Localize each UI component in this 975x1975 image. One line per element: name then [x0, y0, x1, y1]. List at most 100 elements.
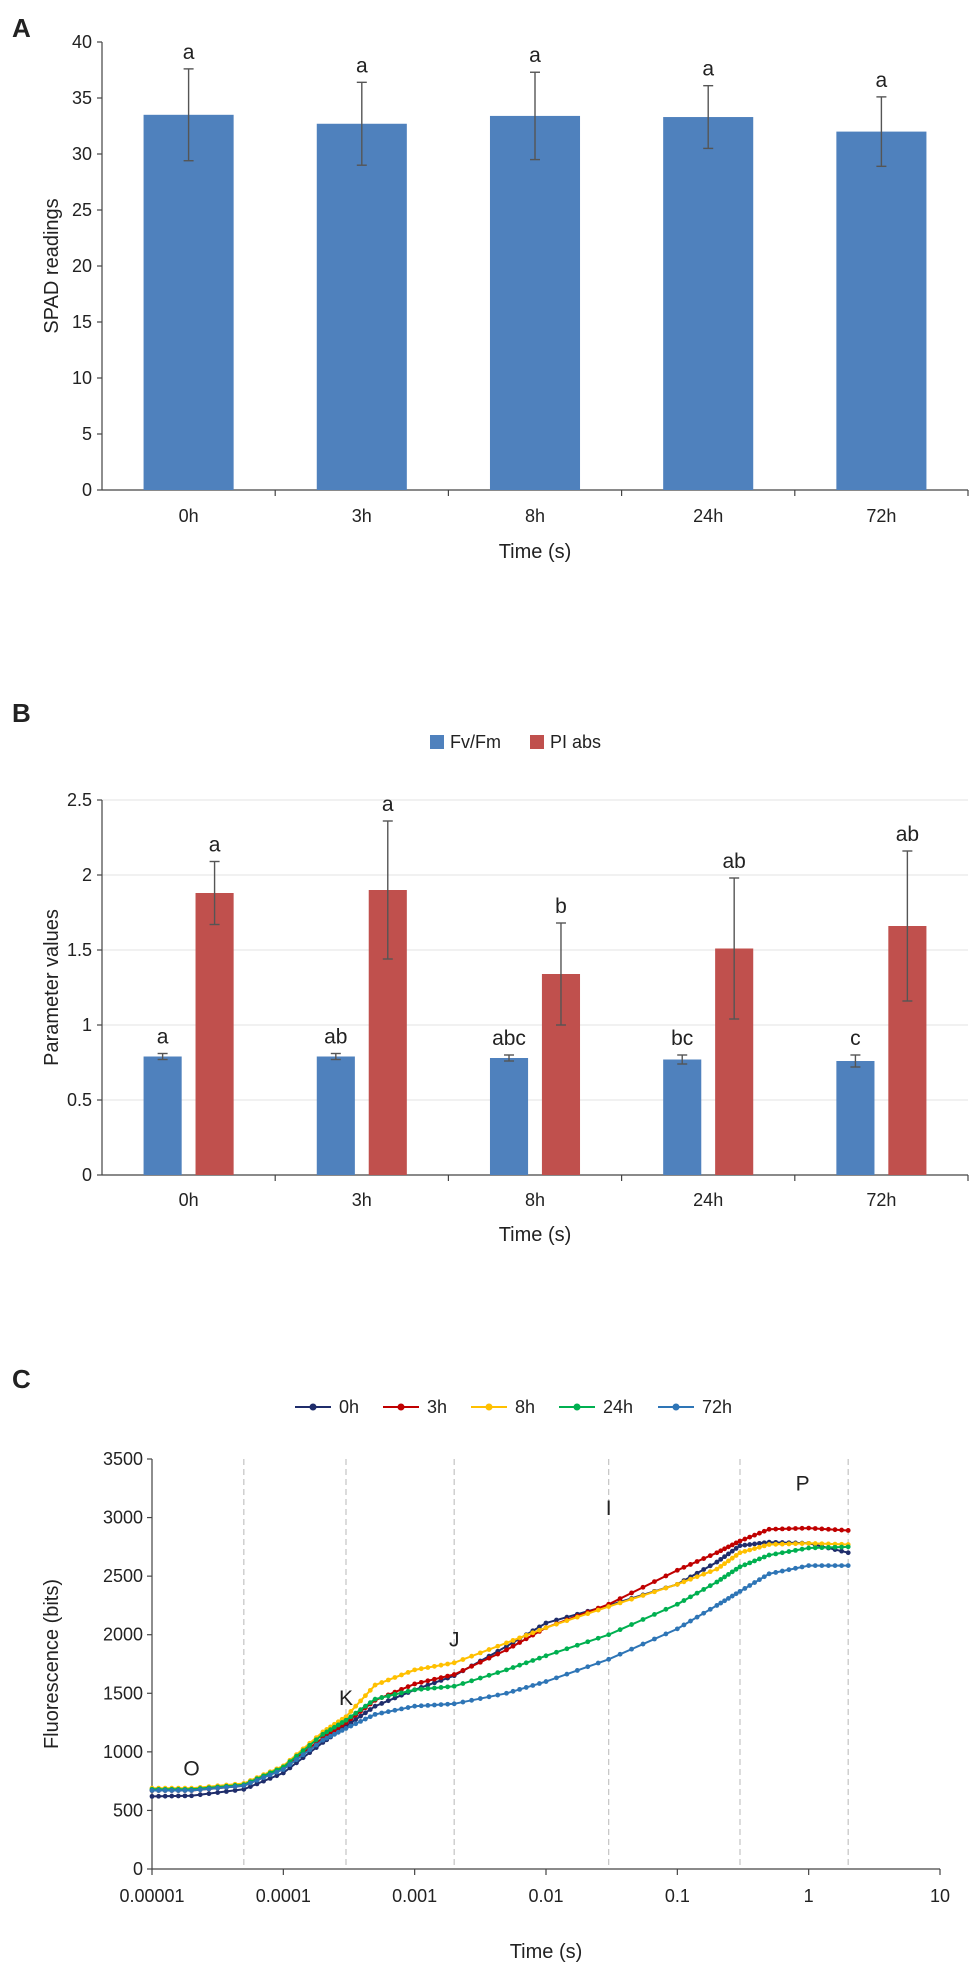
data-point — [718, 1600, 724, 1606]
data-point — [504, 1640, 509, 1646]
data-point — [335, 1722, 341, 1728]
data-point — [469, 1663, 475, 1669]
data-point — [477, 1659, 483, 1665]
data-point — [206, 1786, 212, 1792]
data-point — [726, 1558, 731, 1564]
data-point — [812, 1541, 818, 1546]
series-line-0h — [151, 1541, 849, 1798]
data-point — [714, 1566, 720, 1572]
data-point — [261, 1778, 266, 1784]
data-point — [747, 1542, 753, 1547]
data-point — [445, 1701, 451, 1707]
data-point — [737, 1588, 743, 1594]
data-point — [812, 1545, 818, 1551]
panel-label-b: B — [12, 698, 31, 728]
series-line-8h — [152, 1542, 849, 1790]
data-point — [379, 1680, 385, 1685]
data-point — [247, 1784, 253, 1790]
data-point — [707, 1569, 713, 1575]
data-point — [206, 1791, 212, 1797]
data-point — [845, 1550, 851, 1556]
data-point — [742, 1562, 748, 1568]
data-point — [757, 1577, 762, 1583]
data-point — [799, 1564, 805, 1570]
data-point — [694, 1574, 700, 1580]
data-point — [629, 1590, 634, 1596]
bar-spad — [836, 131, 927, 490]
y-tick-label: 500 — [113, 1800, 143, 1820]
data-point — [353, 1717, 359, 1722]
data-point — [714, 1559, 720, 1565]
data-point — [425, 1686, 431, 1691]
data-point — [486, 1647, 492, 1652]
data-point — [495, 1670, 501, 1675]
x-tick-label: 72h — [866, 1190, 896, 1210]
data-point — [510, 1637, 516, 1643]
data-point — [169, 1793, 175, 1799]
data-point — [385, 1698, 391, 1704]
data-point — [372, 1682, 378, 1688]
data-point — [469, 1697, 475, 1703]
data-point — [412, 1681, 418, 1687]
data-point — [451, 1672, 457, 1677]
data-point — [313, 1737, 319, 1743]
bar-spad — [316, 123, 407, 490]
y-tick-label: 5 — [82, 424, 92, 444]
data-point — [674, 1601, 680, 1607]
data-point — [726, 1551, 731, 1557]
data-point — [460, 1681, 466, 1686]
data-point — [517, 1635, 523, 1641]
significance-label: ab — [324, 1026, 347, 1049]
data-point — [517, 1662, 523, 1668]
data-point — [517, 1640, 523, 1645]
data-point — [839, 1563, 845, 1568]
data-point — [701, 1556, 707, 1561]
data-point — [530, 1630, 536, 1636]
data-point — [747, 1534, 753, 1540]
data-point — [438, 1685, 444, 1690]
data-point — [348, 1723, 354, 1729]
data-point — [215, 1790, 221, 1795]
data-point — [495, 1651, 501, 1657]
data-point — [701, 1610, 707, 1616]
data-point — [826, 1526, 831, 1532]
data-point — [267, 1776, 273, 1781]
data-point — [761, 1543, 767, 1549]
data-point — [694, 1590, 700, 1596]
data-point — [757, 1540, 762, 1546]
data-point — [412, 1703, 418, 1709]
data-point — [353, 1710, 359, 1716]
data-point — [343, 1726, 349, 1731]
data-point — [629, 1646, 634, 1652]
data-point — [385, 1677, 391, 1683]
data-point — [779, 1550, 785, 1556]
data-point — [629, 1622, 634, 1627]
y-tick-label: 30 — [72, 144, 92, 164]
y-axis-title: SPAD readings — [41, 198, 63, 333]
data-point — [537, 1655, 542, 1661]
data-point — [300, 1748, 306, 1754]
data-point — [832, 1527, 838, 1533]
data-point — [451, 1683, 457, 1689]
data-point — [819, 1526, 825, 1532]
data-point — [674, 1626, 680, 1632]
data-point — [729, 1555, 735, 1561]
data-point — [812, 1526, 818, 1531]
data-point — [786, 1541, 792, 1547]
data-point — [358, 1707, 363, 1713]
data-point — [663, 1585, 669, 1591]
data-point — [761, 1528, 767, 1534]
data-point — [477, 1696, 483, 1701]
data-point — [460, 1668, 466, 1673]
data-point — [418, 1703, 424, 1709]
data-point — [313, 1742, 319, 1748]
data-point — [523, 1685, 529, 1690]
data-point — [779, 1526, 785, 1532]
data-point — [799, 1546, 805, 1552]
phase-label-k: K — [339, 1687, 353, 1710]
data-point — [392, 1695, 398, 1701]
data-point — [585, 1664, 591, 1670]
x-axis-title: Time (s) — [510, 1941, 583, 1963]
data-point — [707, 1583, 713, 1589]
data-point — [629, 1596, 634, 1602]
